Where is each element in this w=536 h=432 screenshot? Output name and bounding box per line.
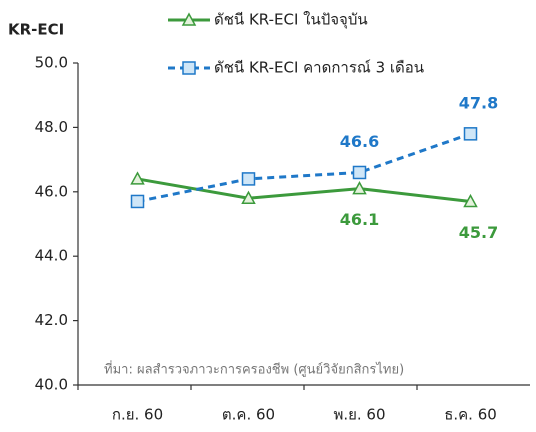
point — [352, 165, 367, 180]
x-tick-label: ก.ย. 60 — [112, 406, 163, 424]
y-tick-label: 42.0 — [35, 311, 68, 329]
value-label: 46.6 — [340, 132, 379, 151]
line — [137, 177, 471, 203]
y-tick-label: 50.0 — [35, 54, 68, 72]
point — [241, 190, 256, 204]
legend-marker — [182, 61, 196, 75]
point — [463, 127, 478, 141]
y-axis-label: KR-ECI — [8, 21, 64, 39]
point — [463, 193, 478, 208]
point — [130, 171, 145, 185]
line — [137, 132, 471, 203]
value-label: 45.7 — [459, 223, 498, 242]
value-label: 46.1 — [340, 210, 379, 229]
x-tick-label: ธ.ค. 60 — [444, 406, 497, 424]
legend-label: ดัชนี KR-ECI ในปัจจุบัน — [214, 11, 368, 30]
legend-marker — [181, 12, 197, 26]
y-tick-label: 40.0 — [35, 376, 68, 394]
point — [241, 172, 256, 186]
point — [130, 194, 145, 209]
legend-label: ดัชนี KR-ECI คาดการณ์ 3 เดือน — [214, 59, 424, 77]
x-tick-label: ต.ค. 60 — [222, 406, 275, 424]
y-tick-label: 48.0 — [35, 118, 68, 136]
x-tick-label: พ.ย. 60 — [333, 406, 385, 424]
point — [352, 181, 367, 195]
value-label: 47.8 — [459, 93, 498, 112]
source-note: ที่มา: ผลสำรวจภาวะการครองชีพ (ศูนย์วิจัย… — [104, 361, 404, 378]
y-tick-label: 44.0 — [35, 247, 68, 265]
y-tick-label: 46.0 — [35, 182, 68, 200]
